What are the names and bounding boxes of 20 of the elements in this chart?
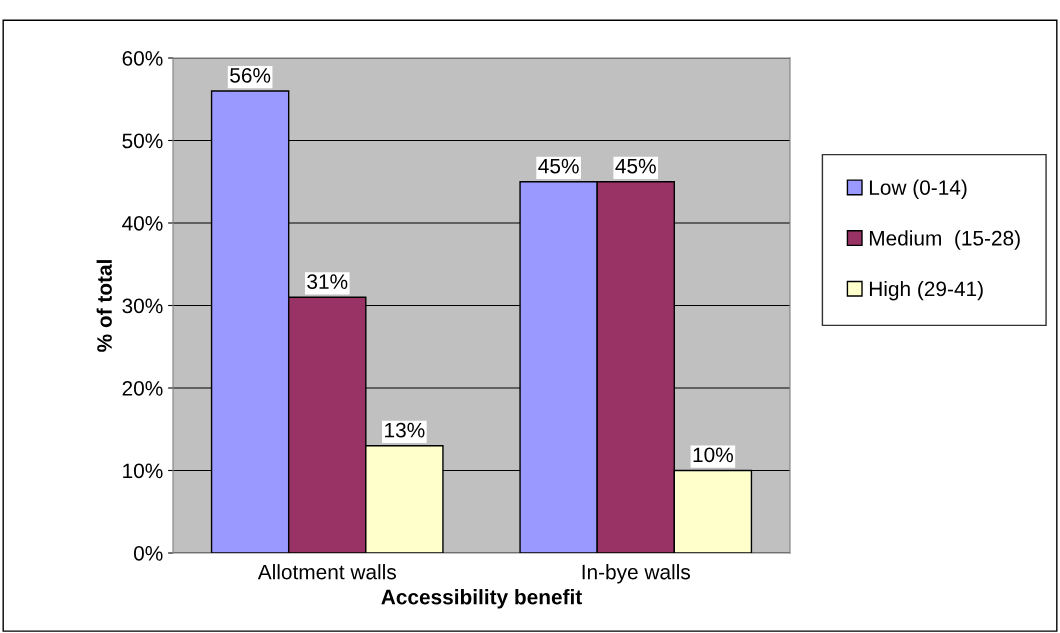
legend-label: Medium (15-28)	[869, 230, 1020, 250]
y-tick-label: 60%	[122, 51, 163, 66]
text: 31%	[307, 274, 348, 289]
y-tick-label: 50%	[122, 133, 163, 149]
text: 13%	[385, 422, 425, 438]
text: 10%	[693, 447, 733, 463]
legend-label: High (29-41)	[869, 280, 983, 301]
y-tick-label: 10%	[123, 463, 163, 479]
x-tick-label: Allotment walls	[257, 564, 396, 580]
legend-label: Low (0-14)	[869, 179, 967, 200]
y-axis-title: % of total	[96, 260, 112, 352]
y-tick-label: 20%	[122, 381, 163, 396]
y-tick-label: 0%	[133, 546, 163, 561]
text: 45%	[615, 158, 656, 174]
text: 56%	[230, 67, 271, 83]
x-tick-label: In-bye walls	[582, 564, 690, 584]
text: 45%	[538, 158, 579, 174]
y-tick-label: 30%	[122, 298, 163, 314]
y-tick-label: 40%	[122, 216, 163, 231]
x-axis-title: Accessibility benefit	[381, 589, 582, 609]
